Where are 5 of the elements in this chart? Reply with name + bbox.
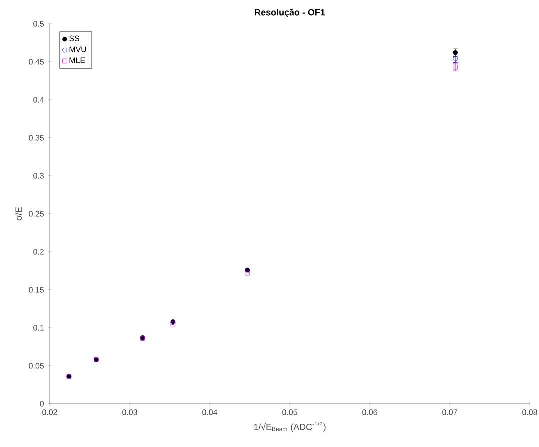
point [245,270,250,276]
point [453,56,458,62]
chart-title: Resolução - OF1 [255,9,326,18]
x-axis-title: 1/√E$_{Beam}$ (ADC$^{-1/2}$) [254,422,326,432]
y-axis-title: σ/E [15,207,22,221]
